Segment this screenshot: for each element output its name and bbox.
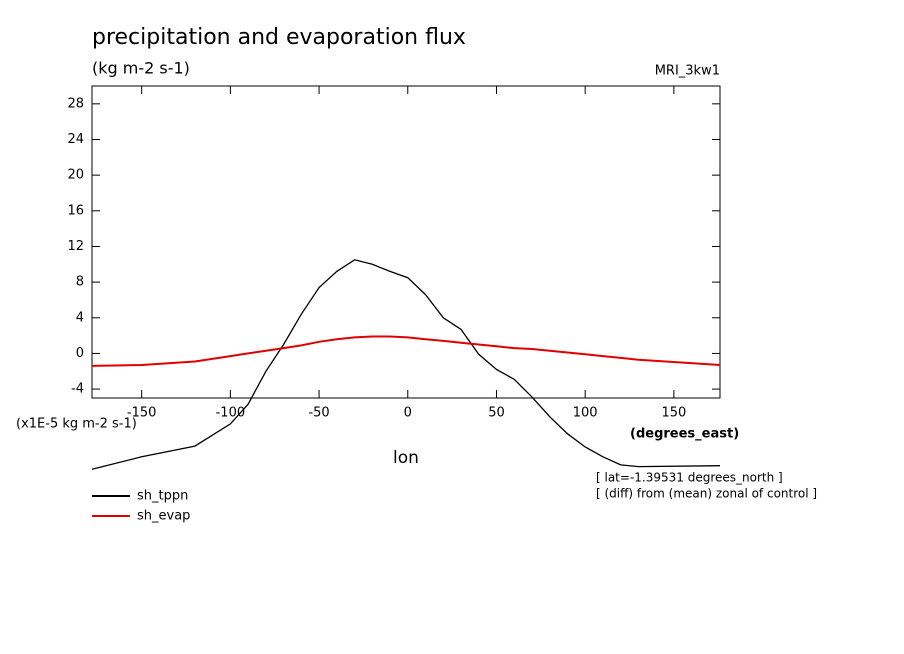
annotation: [ (diff) from (mean) zonal of control ] — [596, 487, 817, 501]
y-tick-label: -4 — [71, 382, 84, 397]
annotation: [ lat=-1.39531 degrees_north ] — [596, 471, 783, 485]
plot-frame — [91, 85, 721, 399]
x-tick-label: 100 — [573, 406, 598, 421]
y-tick-label: 12 — [67, 239, 84, 254]
y-tick-label: 4 — [76, 310, 84, 325]
legend-label: sh_tppn — [137, 489, 188, 504]
legend-label: sh_evap — [137, 509, 190, 524]
y-tick-label: 0 — [76, 346, 84, 361]
x-units: (degrees_east) — [630, 427, 739, 442]
chart-title: precipitation and evaporation flux — [92, 25, 466, 50]
y-tick-label: 20 — [67, 168, 84, 183]
y-axis-label: (x1E-5 kg m-2 s-1) — [16, 417, 137, 432]
chart-subtitle: (kg m-2 s-1) — [92, 59, 190, 78]
data-line — [91, 259, 721, 470]
x-tick-label: -50 — [308, 406, 329, 421]
x-tick-label: -150 — [127, 406, 157, 421]
y-tick-label: 28 — [67, 96, 84, 111]
model-label: MRI_3kw1 — [655, 64, 720, 79]
data-line — [91, 335, 721, 367]
x-tick-label: -100 — [216, 406, 246, 421]
y-tick-label: 8 — [76, 275, 84, 290]
x-tick-label: 50 — [488, 406, 505, 421]
x-axis-label: lon — [393, 448, 419, 468]
x-tick-label: 150 — [661, 406, 686, 421]
y-tick-label: 24 — [67, 132, 84, 147]
y-tick-label: 16 — [67, 203, 84, 218]
x-tick-label: 0 — [404, 406, 412, 421]
